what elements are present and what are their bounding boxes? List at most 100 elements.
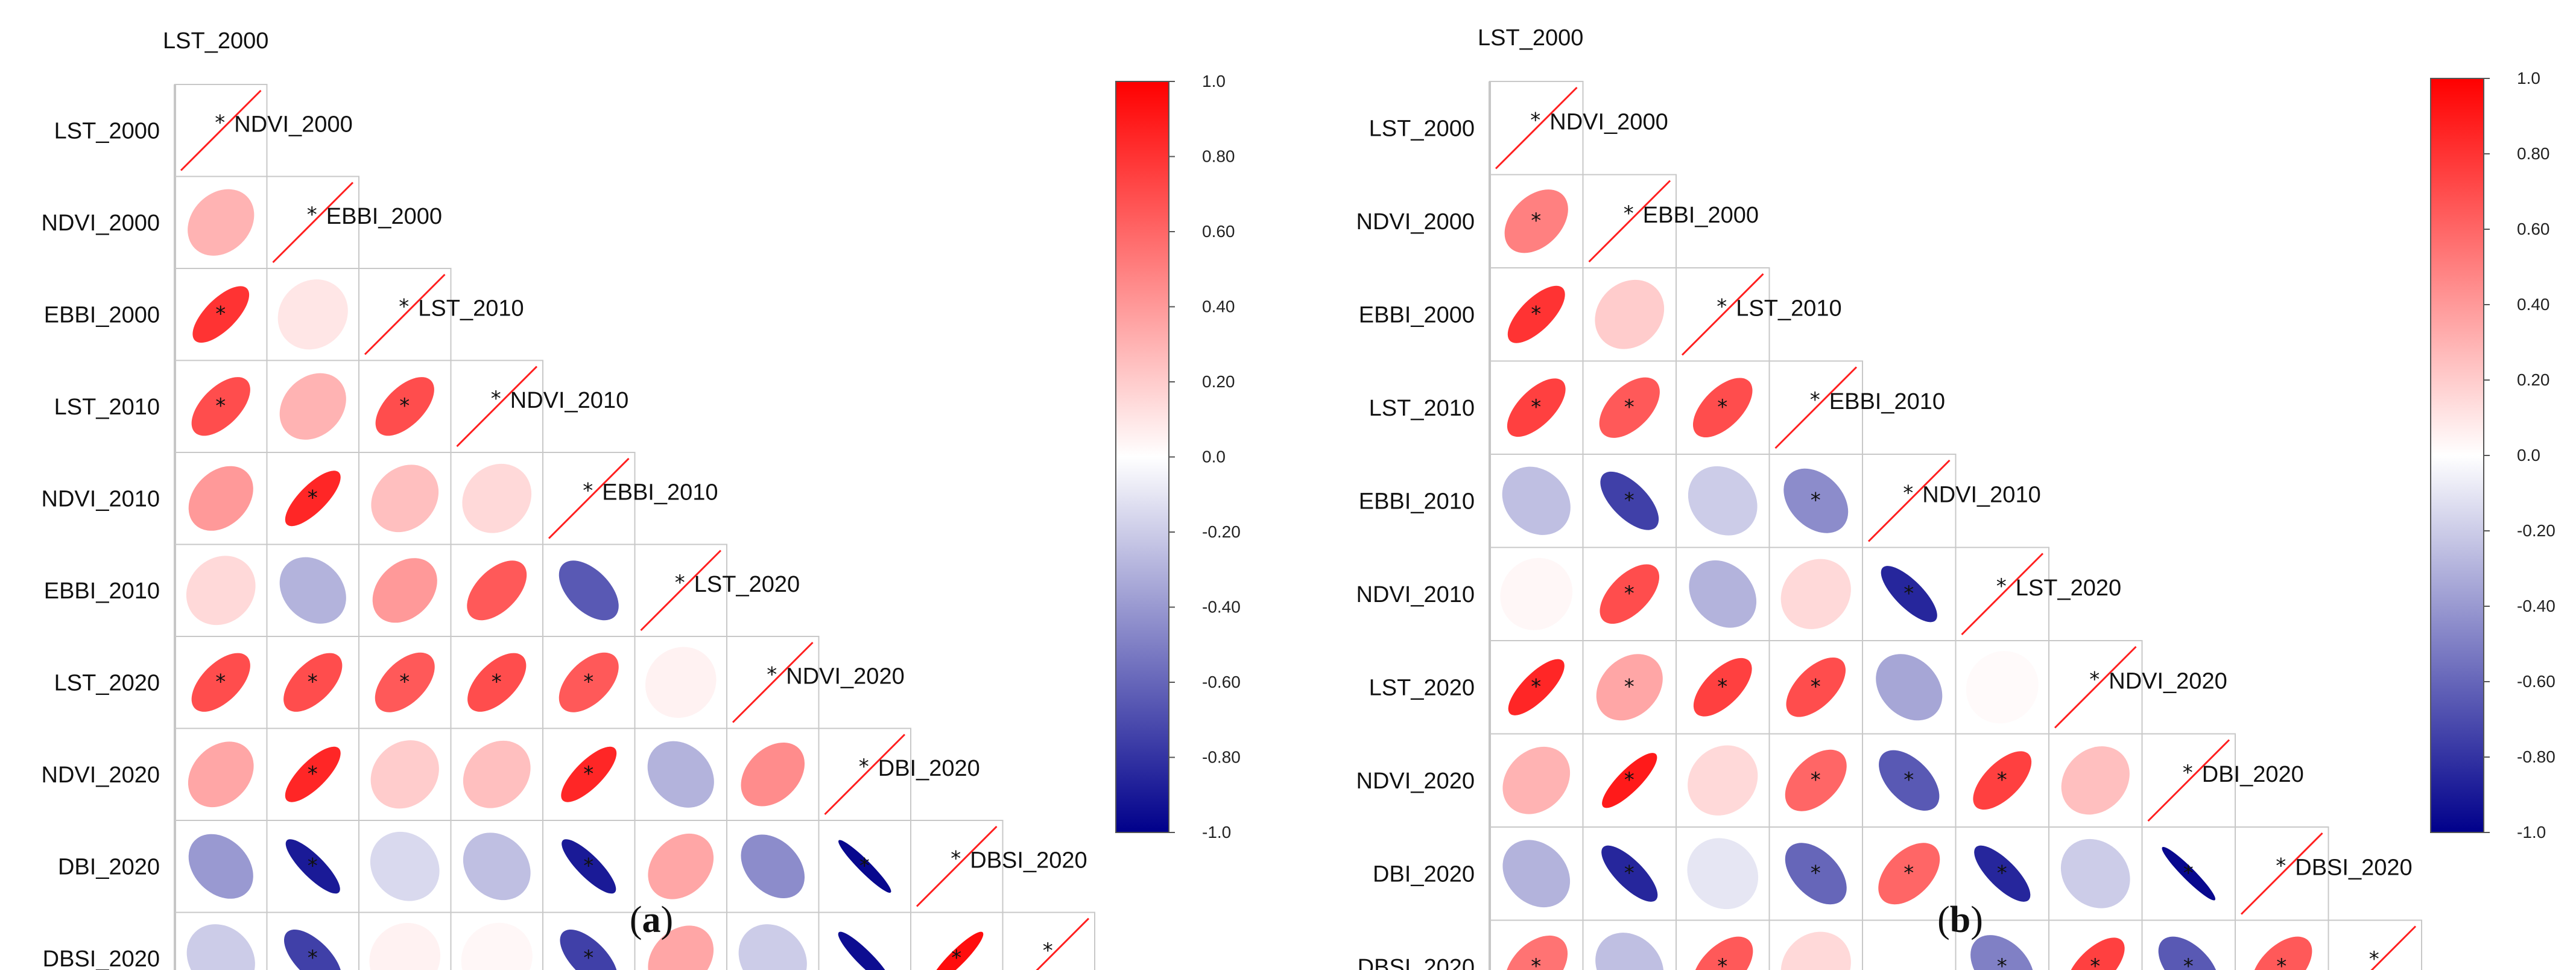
significance-star: * [308,946,318,970]
significance-star: * [1531,954,1541,970]
diagonal-label: LST_2020 [694,572,800,597]
row-label: EBBI_2010 [44,579,160,604]
correlation-ellipse [559,652,619,712]
caption-letter: b [1950,899,1970,940]
diagonal-line [2147,739,2230,822]
significance-star: * [399,294,409,319]
row-label: LST_2020 [54,670,160,696]
significance-star: * [1904,582,1914,606]
correlation-ellipse [371,464,439,533]
correlation-ellipse [738,924,807,970]
significance-star: * [859,854,870,878]
colorbar-tick-label: -0.60 [1202,673,1241,691]
significance-star: * [859,755,869,779]
correlation-ellipse [461,922,533,970]
significance-star: * [492,670,502,694]
diagonal-label: NDVI_2010 [510,388,628,413]
correlation-ellipse [2060,838,2130,908]
diagonal-line [732,641,814,723]
correlation-ellipse [372,558,437,623]
correlation-ellipse [283,653,343,712]
colorbar-tick-label: -0.80 [2517,747,2555,766]
significance-star: * [1997,954,2007,970]
significance-star: * [1530,108,1540,132]
colorbar-tick-label: -0.40 [2517,597,2555,615]
correlation-ellipse [188,466,253,531]
diagonal-line [548,457,630,539]
correlation-ellipse [647,741,714,808]
row-label: DBSI_2020 [1358,955,1475,970]
correlation-ellipse [559,560,619,621]
significance-star: * [1997,768,2007,792]
top-label: LST_2000 [163,28,268,54]
significance-star: * [308,854,318,878]
correlation-ellipse [1688,745,1758,816]
row-label: NDVI_2020 [42,762,160,788]
diagonal-label: EBBI_2000 [1643,203,1759,228]
diagonal-label: NDVI_2020 [786,664,904,689]
correlation-ellipse [283,929,342,970]
significance-star: * [2183,954,2194,970]
correlation-ellipse [467,560,527,621]
correlation-ellipse [1601,845,1658,902]
correlation-ellipse [2066,937,2125,970]
row-label: LST_2020 [1369,675,1475,700]
correlation-ellipse [188,189,255,256]
significance-star: * [1717,294,1727,319]
correlation-ellipse [648,925,714,970]
colorbar-tick-label: 0.80 [1202,147,1235,166]
significance-star: * [1717,954,1727,970]
diagonal-label: DBSI_2020 [2295,855,2412,880]
significance-star: * [951,846,961,870]
significance-star: * [307,203,317,227]
correlation-ellipse [463,740,531,808]
significance-star: * [2276,954,2286,970]
diagonal-line [824,734,906,816]
correlation-ellipse [1974,845,2031,902]
significance-star: * [1811,674,1821,699]
significance-star: * [215,110,225,135]
diagonal-label: LST_2010 [1736,296,1841,321]
diagonal-line [2240,832,2323,915]
significance-star: * [583,670,593,694]
significance-star: * [583,946,593,970]
colorbar-tick-label: 0.60 [1202,222,1235,241]
row-label: DBI_2020 [1373,861,1475,887]
correlation-ellipse [1508,659,1565,715]
correlation-ellipse [648,833,714,899]
significance-star: * [1624,861,1635,885]
correlation-ellipse [191,653,250,712]
row-label: NDVI_2010 [1356,582,1475,607]
significance-star: * [1624,201,1634,226]
correlation-ellipse [741,834,805,899]
colorbar-tick-label: 0.40 [2517,295,2550,314]
colorbar-tick-label: 1.0 [2517,69,2540,87]
correlation-ellipse [1783,468,1849,533]
row-label: LST_2000 [54,118,160,144]
correlation-ellipse [1876,654,1943,721]
caption-close: ) [661,899,674,940]
correlation-ellipse [369,922,441,970]
correlation-ellipse [1507,378,1566,437]
diagonal-label: NDVI_2020 [2109,668,2227,694]
correlation-ellipse [1872,930,1946,970]
diagonal-label: EBBI_2010 [602,480,718,505]
correlation-ellipse [1502,466,1571,535]
significance-star: * [399,394,410,418]
top-label: LST_2000 [1478,25,1583,51]
correlation-ellipse [1504,189,1568,253]
row-label: EBBI_2000 [1359,302,1475,328]
row-label: NDVI_2000 [1356,209,1475,235]
diagonal-label: NDVI_2000 [1549,109,1668,135]
row-label: EBBI_2010 [1359,489,1475,514]
panel-a: LST_2000 LST_2000 * NDVI_2000 NDVI_2000 * EBBI… [42,28,1241,970]
correlation-ellipse [1785,843,1847,905]
grid-cell [1002,911,1095,970]
correlation-ellipse [1688,466,1758,536]
significance-star: * [308,762,318,786]
correlation-ellipse [1507,285,1565,343]
caption-close: ) [1970,899,1983,940]
row-label: LST_2010 [1369,396,1475,421]
correlation-ellipse [2162,846,2216,901]
colorbar-tick-label: 0.80 [2517,144,2550,163]
